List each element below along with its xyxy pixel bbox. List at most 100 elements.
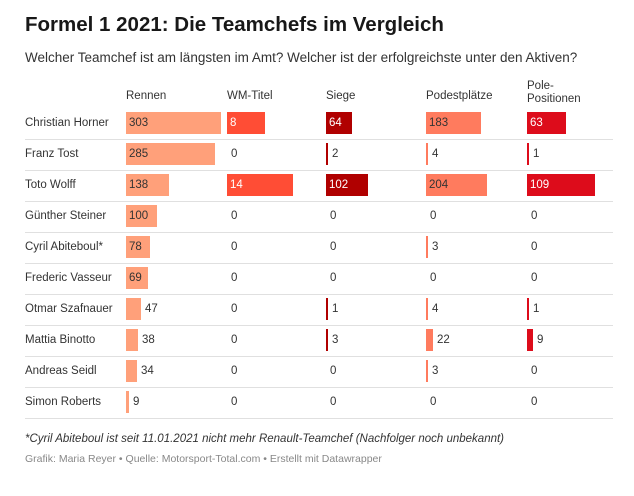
cell-wm-titel: 0 xyxy=(227,391,293,413)
value-label: 285 xyxy=(129,148,149,160)
table-row: Cyril Abiteboul* 78 0 0 3 0 xyxy=(25,233,613,264)
value-label: 0 xyxy=(231,210,238,222)
cell-pole-positionen: 1 xyxy=(527,298,595,320)
value-bar xyxy=(426,174,487,196)
value-label: 0 xyxy=(330,396,337,408)
value-label: 0 xyxy=(330,365,337,377)
row-name: Franz Tost xyxy=(25,148,79,160)
value-label: 0 xyxy=(231,365,238,377)
cell-siege: 3 xyxy=(326,329,368,351)
cell-siege: 0 xyxy=(326,360,368,382)
value-label: 0 xyxy=(531,272,538,284)
column-header-wm-titel: WM-Titel xyxy=(227,90,273,102)
cell-siege: 102 xyxy=(326,174,368,196)
cell-siege: 0 xyxy=(326,267,368,289)
cell-podestplaetze: 0 xyxy=(426,205,487,227)
value-bar xyxy=(126,174,169,196)
value-label: 303 xyxy=(129,117,149,129)
cell-wm-titel: 0 xyxy=(227,329,293,351)
value-label: 4 xyxy=(432,148,439,160)
cell-podestplaetze: 183 xyxy=(426,112,487,134)
value-label: 183 xyxy=(429,117,449,129)
cell-rennen: 78 xyxy=(126,236,221,258)
value-label: 0 xyxy=(430,210,437,222)
value-bar xyxy=(126,267,148,289)
table-row: Franz Tost 285 0 2 4 1 xyxy=(25,140,613,171)
value-bar xyxy=(326,143,328,165)
cell-pole-positionen: 0 xyxy=(527,391,595,413)
value-bar xyxy=(126,391,129,413)
value-bar xyxy=(126,236,150,258)
value-label: 0 xyxy=(231,241,238,253)
cell-wm-titel: 0 xyxy=(227,143,293,165)
cell-siege: 2 xyxy=(326,143,368,165)
cell-rennen: 69 xyxy=(126,267,221,289)
value-label: 47 xyxy=(145,303,158,315)
cell-podestplaetze: 4 xyxy=(426,143,487,165)
value-label: 0 xyxy=(531,241,538,253)
cell-podestplaetze: 22 xyxy=(426,329,487,351)
table-row: Günther Steiner 100 0 0 0 0 xyxy=(25,202,613,233)
table-row: Toto Wolff 138 14 102 204 109 xyxy=(25,171,613,202)
chart-title: Formel 1 2021: Die Teamchefs im Vergleic… xyxy=(25,13,444,36)
cell-pole-positionen: 0 xyxy=(527,267,595,289)
column-header-siege: Siege xyxy=(326,90,356,102)
value-label: 109 xyxy=(530,179,550,191)
cell-rennen: 9 xyxy=(126,391,221,413)
table-row: Frederic Vasseur 69 0 0 0 0 xyxy=(25,264,613,295)
value-label: 9 xyxy=(133,396,140,408)
cell-wm-titel: 0 xyxy=(227,267,293,289)
cell-siege: 1 xyxy=(326,298,368,320)
value-bar xyxy=(326,329,328,351)
value-label: 138 xyxy=(129,179,149,191)
value-bar xyxy=(527,298,529,320)
value-bar xyxy=(527,174,595,196)
value-bar xyxy=(227,112,265,134)
row-name: Christian Horner xyxy=(25,117,109,129)
value-bar xyxy=(126,329,138,351)
value-bar xyxy=(426,112,481,134)
value-label: 0 xyxy=(231,272,238,284)
cell-pole-positionen: 109 xyxy=(527,174,595,196)
row-name: Mattia Binotto xyxy=(25,334,96,346)
value-bar xyxy=(126,298,141,320)
value-label: 0 xyxy=(531,365,538,377)
chart-subtitle: Welcher Teamchef ist am längsten im Amt?… xyxy=(25,50,578,65)
value-label: 102 xyxy=(329,179,349,191)
cell-podestplaetze: 204 xyxy=(426,174,487,196)
cell-siege: 0 xyxy=(326,236,368,258)
value-bar xyxy=(326,112,352,134)
value-bar xyxy=(527,143,529,165)
value-bar xyxy=(326,174,368,196)
value-label: 63 xyxy=(530,117,543,129)
value-label: 0 xyxy=(430,396,437,408)
table-row: Otmar Szafnauer 47 0 1 4 1 xyxy=(25,295,613,326)
value-label: 0 xyxy=(330,210,337,222)
value-label: 0 xyxy=(231,148,238,160)
cell-podestplaetze: 3 xyxy=(426,360,487,382)
cell-wm-titel: 0 xyxy=(227,236,293,258)
value-label: 0 xyxy=(330,241,337,253)
value-label: 0 xyxy=(231,303,238,315)
value-bar xyxy=(426,329,433,351)
cell-rennen: 34 xyxy=(126,360,221,382)
value-label: 38 xyxy=(142,334,155,346)
cell-rennen: 38 xyxy=(126,329,221,351)
row-name: Otmar Szafnauer xyxy=(25,303,113,315)
column-header-pole-positionen: Pole-Positionen xyxy=(527,80,581,105)
cell-siege: 0 xyxy=(326,391,368,413)
value-label: 4 xyxy=(432,303,439,315)
value-label: 64 xyxy=(329,117,342,129)
value-label: 1 xyxy=(533,148,540,160)
value-label: 14 xyxy=(230,179,243,191)
value-label: 100 xyxy=(129,210,149,222)
value-label: 9 xyxy=(537,334,544,346)
cell-wm-titel: 14 xyxy=(227,174,293,196)
value-label: 0 xyxy=(531,396,538,408)
column-header-rennen: Rennen xyxy=(126,90,167,102)
cell-rennen: 138 xyxy=(126,174,221,196)
table-row: Simon Roberts 9 0 0 0 0 xyxy=(25,388,613,419)
cell-pole-positionen: 63 xyxy=(527,112,595,134)
row-name: Frederic Vasseur xyxy=(25,272,112,284)
table-row: Andreas Seidl 34 0 0 3 0 xyxy=(25,357,613,388)
